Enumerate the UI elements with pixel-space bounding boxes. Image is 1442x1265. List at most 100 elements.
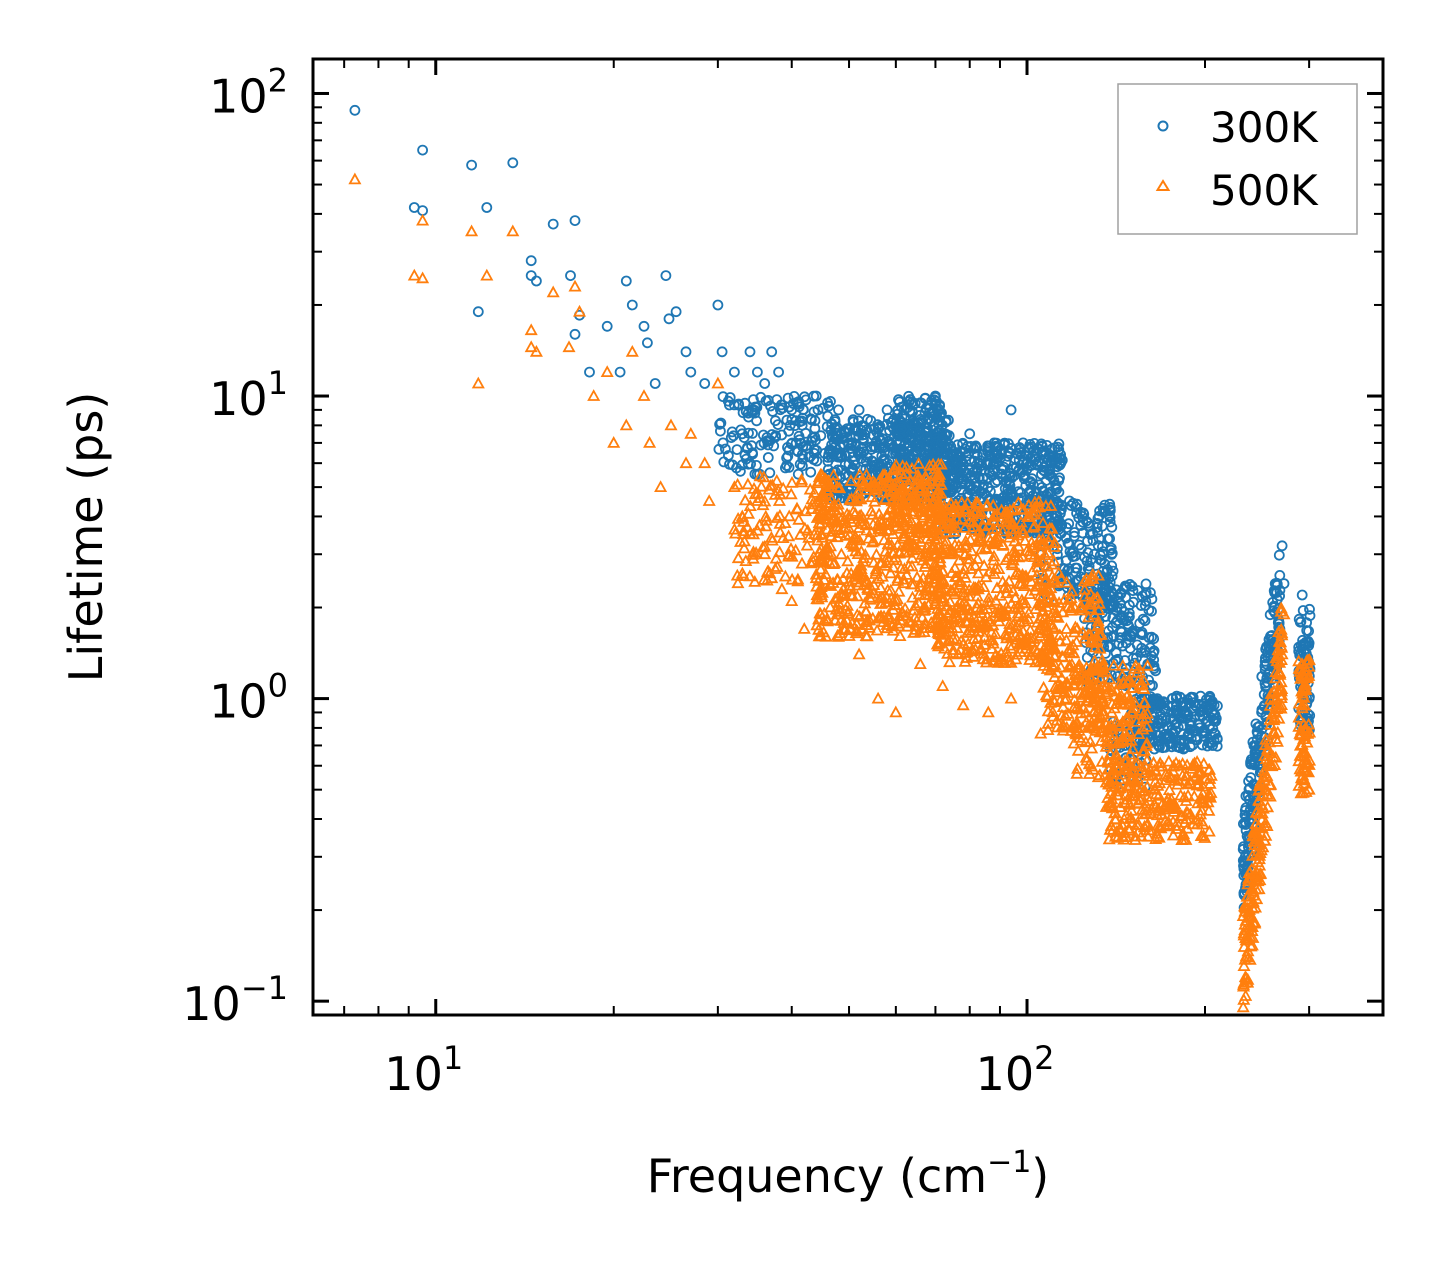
data-point-500k <box>1122 697 1136 709</box>
data-point-500k <box>1169 756 1183 768</box>
data-point-500k <box>992 614 1006 627</box>
data-point-500k <box>955 495 969 508</box>
data-point-300k <box>843 458 855 470</box>
data-point-500k <box>1192 773 1206 785</box>
data-point-500k <box>1294 671 1308 684</box>
data-point-500k <box>795 473 809 485</box>
data-point-300k <box>796 419 808 431</box>
data-point-300k <box>1082 517 1094 529</box>
data-point-500k <box>754 479 768 492</box>
data-point-500k <box>765 478 779 491</box>
data-point-300k <box>896 410 908 422</box>
data-point-500k <box>884 583 898 596</box>
data-point-500k <box>895 482 909 495</box>
y-tick-label: 10−1 <box>182 969 288 1031</box>
data-point-500k <box>913 657 927 669</box>
data-point-500k <box>1237 928 1251 941</box>
data-point-500k <box>736 510 750 523</box>
data-point-500k <box>881 518 895 530</box>
data-point-500k <box>816 502 830 515</box>
data-point-300k <box>1114 598 1126 609</box>
data-point-500k <box>1125 704 1140 717</box>
data-point-500k <box>1275 688 1289 701</box>
data-point-500k <box>1248 900 1263 913</box>
data-point-500k <box>1091 614 1105 627</box>
data-point-500k <box>935 506 949 519</box>
data-point-500k <box>1041 723 1055 735</box>
data-point-500k <box>1261 800 1275 813</box>
data-point-500k <box>1294 771 1308 784</box>
data-point-500k <box>568 279 582 292</box>
data-point-500k <box>1079 705 1093 718</box>
data-point-500k <box>1248 916 1262 929</box>
data-point-500k <box>933 597 947 610</box>
data-point-500k <box>928 559 943 571</box>
data-point-300k <box>853 415 864 427</box>
data-point-300k <box>1209 709 1221 721</box>
data-point-500k <box>1263 692 1278 705</box>
data-point-500k <box>912 456 926 469</box>
data-point-300k <box>1185 717 1197 728</box>
data-point-500k <box>993 588 1008 601</box>
data-point-500k <box>785 572 799 585</box>
data-point-300k <box>766 346 778 358</box>
data-point-500k <box>914 535 928 547</box>
data-point-500k <box>731 551 745 564</box>
data-point-500k <box>1113 800 1127 812</box>
data-point-500k <box>993 606 1008 618</box>
data-point-500k <box>828 556 842 568</box>
data-point-500k <box>1142 823 1156 836</box>
data-point-300k <box>565 270 576 282</box>
data-point-500k <box>844 582 858 594</box>
data-point-300k <box>1210 728 1221 740</box>
data-point-300k <box>975 465 987 477</box>
data-point-500k <box>1021 612 1035 624</box>
data-point-500k <box>1080 693 1094 706</box>
data-point-300k <box>996 492 1008 504</box>
data-point-500k <box>893 475 907 487</box>
data-point-500k <box>1102 832 1116 845</box>
data-point-500k <box>824 493 839 505</box>
data-point-500k <box>846 505 860 517</box>
data-point-500k <box>946 584 960 597</box>
data-point-500k <box>922 489 936 501</box>
data-point-500k <box>679 456 693 469</box>
data-point-300k <box>792 468 804 480</box>
legend-label-500k: 500K <box>1210 166 1319 215</box>
data-point-500k <box>465 224 479 237</box>
data-point-500k <box>733 535 748 547</box>
data-point-300k <box>983 440 995 452</box>
data-point-500k <box>854 558 868 571</box>
data-point-500k <box>937 591 951 604</box>
data-point-500k <box>1140 779 1154 792</box>
data-point-300k <box>1155 708 1166 720</box>
data-point-300k <box>1148 633 1160 645</box>
data-point-500k <box>1013 645 1027 657</box>
data-point-500k <box>1004 596 1019 609</box>
data-point-500k <box>1059 622 1074 634</box>
data-point-300k <box>871 458 883 470</box>
data-point-300k <box>928 405 940 417</box>
data-point-500k <box>1079 750 1093 763</box>
data-point-500k <box>1022 509 1036 522</box>
data-point-500k <box>1105 733 1120 746</box>
data-point-500k <box>1108 812 1122 825</box>
data-point-500k <box>1167 805 1181 817</box>
data-point-500k <box>1152 788 1166 801</box>
data-point-300k <box>761 432 773 443</box>
data-point-500k <box>840 598 854 611</box>
data-point-300k <box>1175 697 1187 709</box>
data-point-500k <box>1047 554 1061 567</box>
data-point-500k <box>836 588 850 601</box>
data-point-500k <box>1147 797 1161 810</box>
data-point-500k <box>1274 691 1288 703</box>
data-point-500k <box>922 587 936 600</box>
data-point-500k <box>962 624 977 636</box>
data-point-500k <box>1065 657 1079 670</box>
data-point-500k <box>852 533 867 546</box>
data-point-300k <box>1135 699 1147 711</box>
data-point-500k <box>1277 607 1291 620</box>
data-point-500k <box>1245 848 1260 861</box>
data-point-500k <box>1195 814 1209 827</box>
data-point-300k <box>867 429 879 441</box>
